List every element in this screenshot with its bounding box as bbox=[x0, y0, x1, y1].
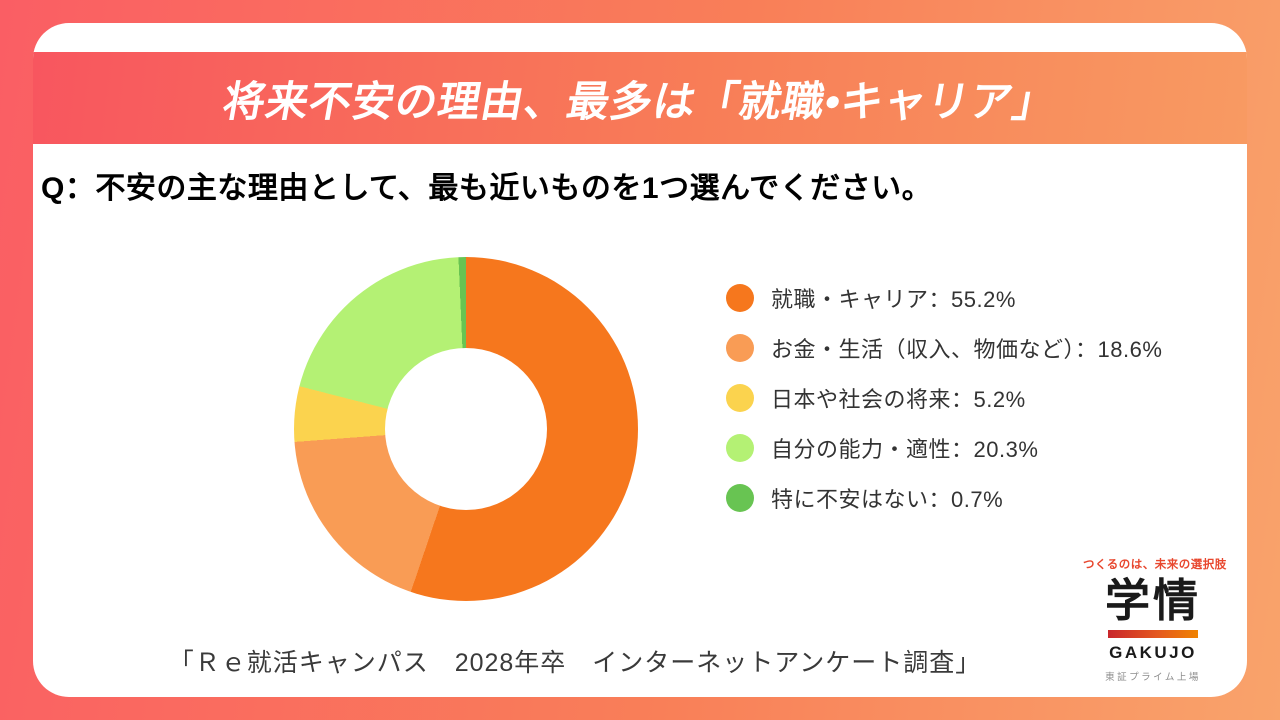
logo-kanji: 学情 bbox=[1104, 575, 1201, 626]
legend-swatch bbox=[726, 284, 754, 312]
legend-item: 特に不安はない：0.7% bbox=[726, 484, 1162, 512]
logo-roman: GAKUJO bbox=[1109, 643, 1197, 663]
page-title: 将来不安の理由、最多は「就職•キャリア」 bbox=[218, 77, 1060, 125]
donut-chart bbox=[294, 257, 638, 601]
legend-label: お金・生活（収入、物価など）：18.6% bbox=[771, 337, 1163, 362]
legend: 就職・キャリア：55.2% お金・生活（収入、物価など）：18.6% 日本や社会… bbox=[726, 284, 1162, 534]
logo-listing: 東証プライム上場 bbox=[1105, 672, 1201, 684]
survey-question: Q：不安の主な理由として、最も近いものを1つ選んでください。 bbox=[41, 172, 933, 205]
legend-swatch bbox=[726, 434, 754, 462]
gakujo-logo: つくるのは、未来の選択肢 学情 GAKUJO 東証プライム上場 bbox=[1083, 556, 1227, 684]
infographic-card: 将来不安の理由、最多は「就職•キャリア」 Q：不安の主な理由として、最も近いもの… bbox=[33, 23, 1247, 697]
legend-label: 特に不安はない：0.7% bbox=[771, 487, 1004, 512]
legend-item: お金・生活（収入、物価など）：18.6% bbox=[726, 334, 1162, 362]
source-note: 「Ｒｅ就活キャンパス 2028年卒 インターネットアンケート調査」 bbox=[168, 649, 982, 677]
legend-swatch bbox=[726, 384, 754, 412]
legend-item: 就職・キャリア：55.2% bbox=[726, 284, 1162, 312]
legend-swatch bbox=[726, 334, 754, 362]
legend-label: 就職・キャリア：55.2% bbox=[771, 287, 1016, 312]
legend-swatch bbox=[726, 484, 754, 512]
legend-label: 日本や社会の将来：5.2% bbox=[771, 387, 1026, 412]
donut-hole bbox=[385, 348, 547, 510]
legend-item: 自分の能力・適性：20.3% bbox=[726, 434, 1162, 462]
logo-gradient-bar bbox=[1108, 630, 1198, 639]
title-banner: 将来不安の理由、最多は「就職•キャリア」 bbox=[33, 52, 1247, 144]
logo-tagline: つくるのは、未来の選択肢 bbox=[1083, 559, 1227, 571]
legend-item: 日本や社会の将来：5.2% bbox=[726, 384, 1162, 412]
legend-label: 自分の能力・適性：20.3% bbox=[771, 437, 1039, 462]
